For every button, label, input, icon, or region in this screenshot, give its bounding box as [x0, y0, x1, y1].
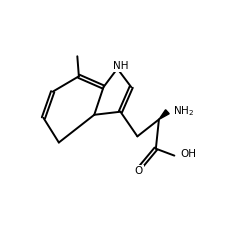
Text: NH$_2$: NH$_2$: [172, 104, 193, 118]
Text: OH: OH: [180, 149, 196, 159]
Polygon shape: [158, 110, 168, 119]
Text: NH: NH: [112, 60, 128, 70]
Text: O: O: [134, 166, 143, 176]
